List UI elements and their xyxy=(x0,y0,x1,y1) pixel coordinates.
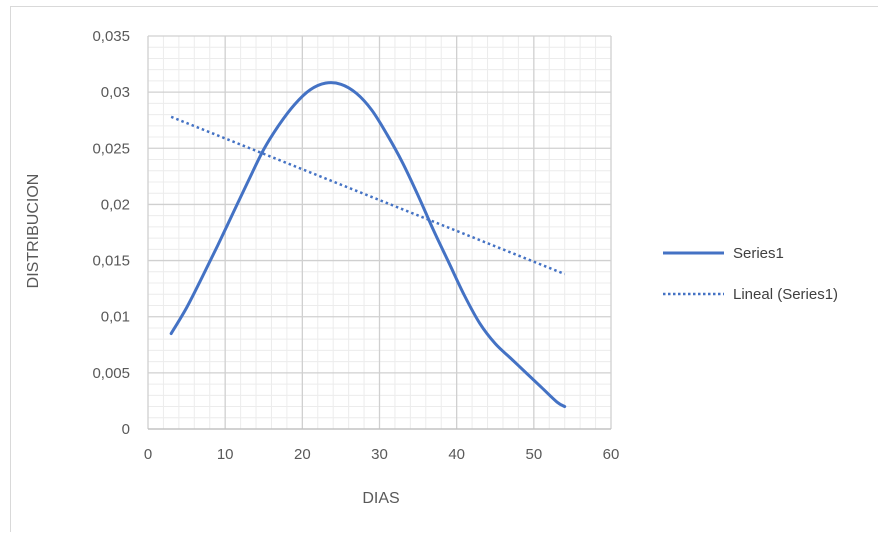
legend-label-series1: Series1 xyxy=(733,245,784,262)
y-tick-label: 0,03 xyxy=(101,84,130,101)
x-tick-label: 20 xyxy=(294,446,311,463)
chart-frame xyxy=(10,6,878,532)
x-tick-label: 0 xyxy=(144,446,152,463)
y-tick-label: 0,005 xyxy=(92,365,130,382)
major-gridlines xyxy=(147,35,612,430)
y-axis: 0 0,005 0,01 0,015 0,02 0,025 0,03 0,035 xyxy=(92,28,130,438)
x-tick-label: 50 xyxy=(525,446,542,463)
x-tick-label: 40 xyxy=(448,446,465,463)
y-tick-label: 0 xyxy=(122,421,130,438)
y-tick-label: 0,01 xyxy=(101,309,130,326)
legend-label-lineal: Lineal (Series1) xyxy=(733,286,838,303)
y-axis-title: DISTRIBUCION xyxy=(25,174,42,289)
legend-entry-series1: Series1 xyxy=(663,245,784,262)
x-tick-label: 60 xyxy=(603,446,620,463)
x-tick-label: 30 xyxy=(371,446,388,463)
y-tick-label: 0,02 xyxy=(101,196,130,213)
y-tick-label: 0,025 xyxy=(92,140,130,157)
x-tick-label: 10 xyxy=(217,446,234,463)
legend: Series1 Lineal (Series1) xyxy=(663,245,838,303)
x-axis: 0 10 20 30 40 50 60 xyxy=(144,428,620,463)
series-layer xyxy=(169,81,567,409)
y-tick-label: 0,015 xyxy=(92,253,130,270)
legend-entry-lineal: Lineal (Series1) xyxy=(663,286,838,303)
trendline-lineal xyxy=(170,115,566,276)
y-tick-label: 0,035 xyxy=(92,28,130,45)
x-axis-title: DIAS xyxy=(362,490,399,507)
series-line-series1 xyxy=(169,81,567,409)
